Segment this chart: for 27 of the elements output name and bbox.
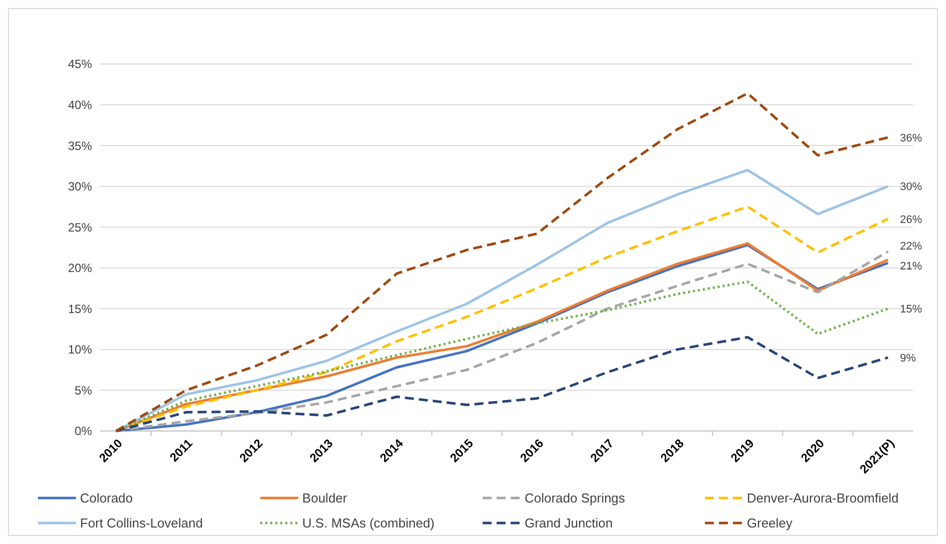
legend-label: Denver-Aurora-Broomfield bbox=[746, 490, 899, 506]
y-tick-label: 15% bbox=[68, 302, 92, 316]
y-tick-label: 25% bbox=[68, 220, 92, 234]
legend-label: Colorado bbox=[80, 490, 133, 506]
y-tick-label: 35% bbox=[68, 138, 92, 153]
y-tick-label: 0% bbox=[74, 424, 92, 438]
line-series bbox=[114, 336, 890, 432]
annotation: 36% bbox=[900, 132, 922, 144]
y-tick-label: 10% bbox=[68, 342, 92, 357]
y-tick-label: 20% bbox=[68, 261, 92, 276]
annotation: 30% bbox=[900, 181, 922, 194]
y-tick-label: 40% bbox=[68, 98, 92, 112]
annotation: 26% bbox=[900, 214, 922, 226]
legend-label: U.S. MSAs (combined) bbox=[302, 516, 435, 531]
legend-label: Greeley bbox=[746, 516, 793, 531]
annotation: 15% bbox=[900, 304, 922, 316]
annotation: 9% bbox=[900, 352, 916, 364]
legend-label: Grand Junction bbox=[524, 516, 613, 531]
legend-label: Fort Collins-Loveland bbox=[80, 516, 203, 531]
y-tick-label: 45% bbox=[68, 57, 92, 72]
legend-label: Colorado Springs bbox=[524, 490, 626, 506]
annotation: 22% bbox=[900, 240, 922, 252]
y-tick-label: 30% bbox=[68, 180, 92, 194]
annotation: 21% bbox=[900, 260, 922, 273]
line-series bbox=[114, 92, 890, 432]
legend-label: Boulder bbox=[302, 490, 348, 506]
y-tick-label: 5% bbox=[74, 383, 92, 398]
